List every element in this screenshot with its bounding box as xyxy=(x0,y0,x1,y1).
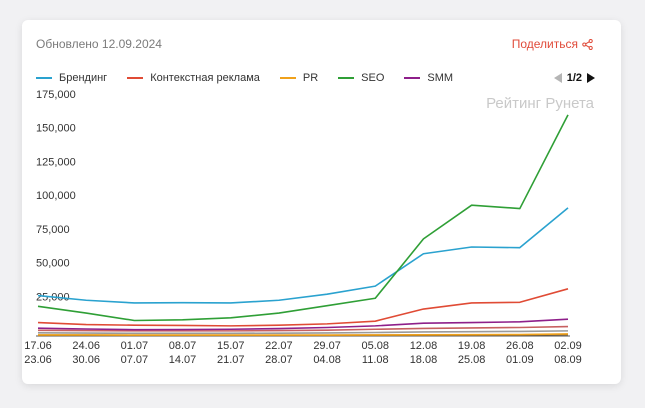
x-axis: 17.06 23.06 24.06 30.06 01.07 07.07 08.07 14.07… xyxy=(24,335,582,366)
x-tick-end: 30.06 xyxy=(72,354,100,366)
legend-swatch xyxy=(404,77,421,79)
x-tick-start: 15.07 xyxy=(217,340,245,352)
x-tick-start: 12.08 xyxy=(410,340,438,352)
share-icon xyxy=(582,38,593,50)
x-tick-start: 08.07 xyxy=(169,340,197,352)
x-tick-start: 24.06 xyxy=(72,340,100,352)
x-tick-start: 17.06 xyxy=(24,340,52,352)
x-tick-end: 25.08 xyxy=(458,354,486,366)
x-tick-end: 08.09 xyxy=(554,354,582,366)
x-tick-label: 22.07 28.07 xyxy=(265,340,293,366)
series-line-extra-1[interactable] xyxy=(37,325,569,332)
x-tick-end: 28.07 xyxy=(265,354,293,366)
legend-item-5[interactable]: SMM xyxy=(404,72,453,84)
series-line-5[interactable] xyxy=(37,318,569,331)
series-line-extra-2[interactable] xyxy=(37,330,569,335)
chart-card: Обновлено 12.09.2024 Поделиться Брендинг… xyxy=(22,20,621,384)
x-tick-start: 02.09 xyxy=(554,340,582,352)
x-tick-label: 08.07 14.07 xyxy=(169,340,197,366)
x-tick-end: 14.07 xyxy=(169,354,197,366)
series-line-3[interactable] xyxy=(38,333,569,336)
x-tick-start: 01.07 xyxy=(121,340,149,352)
pager-label: 1/2 xyxy=(566,72,582,84)
chart-legend: Брендинг Контекстная реклама PR SEO SMM xyxy=(36,70,473,86)
legend-item-4[interactable]: SEO xyxy=(338,72,384,84)
x-tick-end: 23.06 xyxy=(24,354,52,366)
x-tick-end: 04.08 xyxy=(313,354,341,366)
legend-label: SMM xyxy=(427,72,454,84)
x-tick-end: 21.07 xyxy=(217,354,245,366)
x-tick-start: 26.08 xyxy=(506,340,534,352)
legend-pager: 1/2 xyxy=(553,70,595,86)
x-tick-end: 07.07 xyxy=(121,354,149,366)
x-tick-start: 22.07 xyxy=(265,340,293,352)
y-tick-label: 175,000 xyxy=(36,89,76,101)
pager-next-icon[interactable] xyxy=(587,73,595,83)
x-tick-start: 19.08 xyxy=(458,340,486,352)
line-chart: Рейтинг Рунета 25,00050,00075,000100,000… xyxy=(24,89,595,366)
x-tick-label: 26.08 01.09 xyxy=(506,340,534,366)
x-tick-label: 17.06 23.06 xyxy=(24,340,52,366)
x-tick-label: 01.07 07.07 xyxy=(121,340,149,366)
x-tick-end: 11.08 xyxy=(362,354,389,366)
legend-label: Контекстная реклама xyxy=(150,72,260,84)
legend-label: SEO xyxy=(361,72,385,84)
series-line-2[interactable] xyxy=(37,288,569,327)
x-tick-label: 19.08 25.08 xyxy=(458,340,486,366)
series-line-4[interactable] xyxy=(37,114,569,322)
x-tick-start: 05.08 xyxy=(362,340,390,352)
x-tick-end: 01.09 xyxy=(506,354,534,366)
x-tick-start: 29.07 xyxy=(313,340,341,352)
updated-date: Обновлено 12.09.2024 xyxy=(36,37,162,51)
y-tick-label: 150,000 xyxy=(36,123,76,135)
pager-prev-icon[interactable] xyxy=(553,73,562,83)
share-label: Поделиться xyxy=(511,37,578,51)
y-axis: 25,00050,00075,000100,000125,000150,0001… xyxy=(36,89,76,303)
watermark: Рейтинг Рунета xyxy=(486,95,595,112)
legend-swatch xyxy=(338,77,355,79)
x-tick-label: 05.08 11.08 xyxy=(362,340,390,366)
x-tick-label: 24.06 30.06 xyxy=(72,340,100,366)
y-tick-label: 125,000 xyxy=(36,156,76,168)
legend-label: Брендинг xyxy=(59,72,108,84)
legend-item-3[interactable]: PR xyxy=(279,72,319,84)
x-tick-label: 15.07 21.07 xyxy=(217,340,245,366)
legend-item-1[interactable]: Брендинг xyxy=(36,72,107,84)
series-line-1[interactable] xyxy=(37,207,569,304)
legend-swatch xyxy=(279,77,296,79)
legend-label: PR xyxy=(302,72,319,84)
y-tick-label: 100,000 xyxy=(36,190,76,202)
share-button[interactable]: Поделиться xyxy=(512,37,593,51)
x-tick-label: 29.07 04.08 xyxy=(313,340,341,366)
y-tick-label: 75,000 xyxy=(36,224,70,236)
legend-item-2[interactable]: Контекстная реклама xyxy=(127,72,260,84)
series-lines xyxy=(37,114,569,337)
y-tick-label: 50,000 xyxy=(36,258,70,270)
legend-swatch xyxy=(36,77,52,79)
x-tick-end: 18.08 xyxy=(410,354,438,366)
legend-swatch xyxy=(127,77,144,79)
x-tick-label: 12.08 18.08 xyxy=(410,340,438,366)
x-tick-label: 02.09 08.09 xyxy=(554,340,582,366)
